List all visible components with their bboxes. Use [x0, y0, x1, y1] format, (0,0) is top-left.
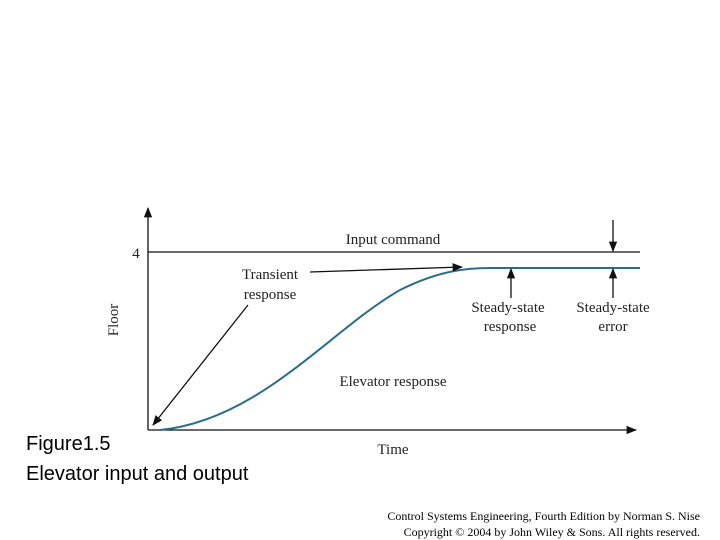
- figure-caption: Elevator input and output: [26, 463, 249, 485]
- arrow: [152, 304, 249, 426]
- response-curve: [159, 267, 640, 431]
- annotation: Steady-state: [471, 300, 545, 316]
- annotation: Elevator response: [339, 374, 446, 390]
- diagram: 4 Floor Time Input command Elevator resp…: [106, 206, 650, 458]
- figure-number: Figure1.5: [26, 433, 111, 455]
- footer-line: Copyright © 2004 by John Wiley & Sons. A…: [404, 525, 700, 539]
- y-tick-label: 4: [132, 246, 140, 262]
- annotation: Steady-state: [576, 300, 650, 316]
- annotation: Transient: [242, 267, 299, 283]
- y-axis-label: Floor: [106, 304, 122, 337]
- annotation: error: [598, 319, 627, 335]
- annotation: response: [484, 319, 537, 335]
- x-axis-label: Time: [377, 442, 408, 458]
- annotation: Input command: [346, 232, 441, 248]
- arrow: [309, 263, 464, 273]
- annotation: response: [244, 287, 297, 303]
- footer-line: Control Systems Engineering, Fourth Edit…: [387, 509, 700, 523]
